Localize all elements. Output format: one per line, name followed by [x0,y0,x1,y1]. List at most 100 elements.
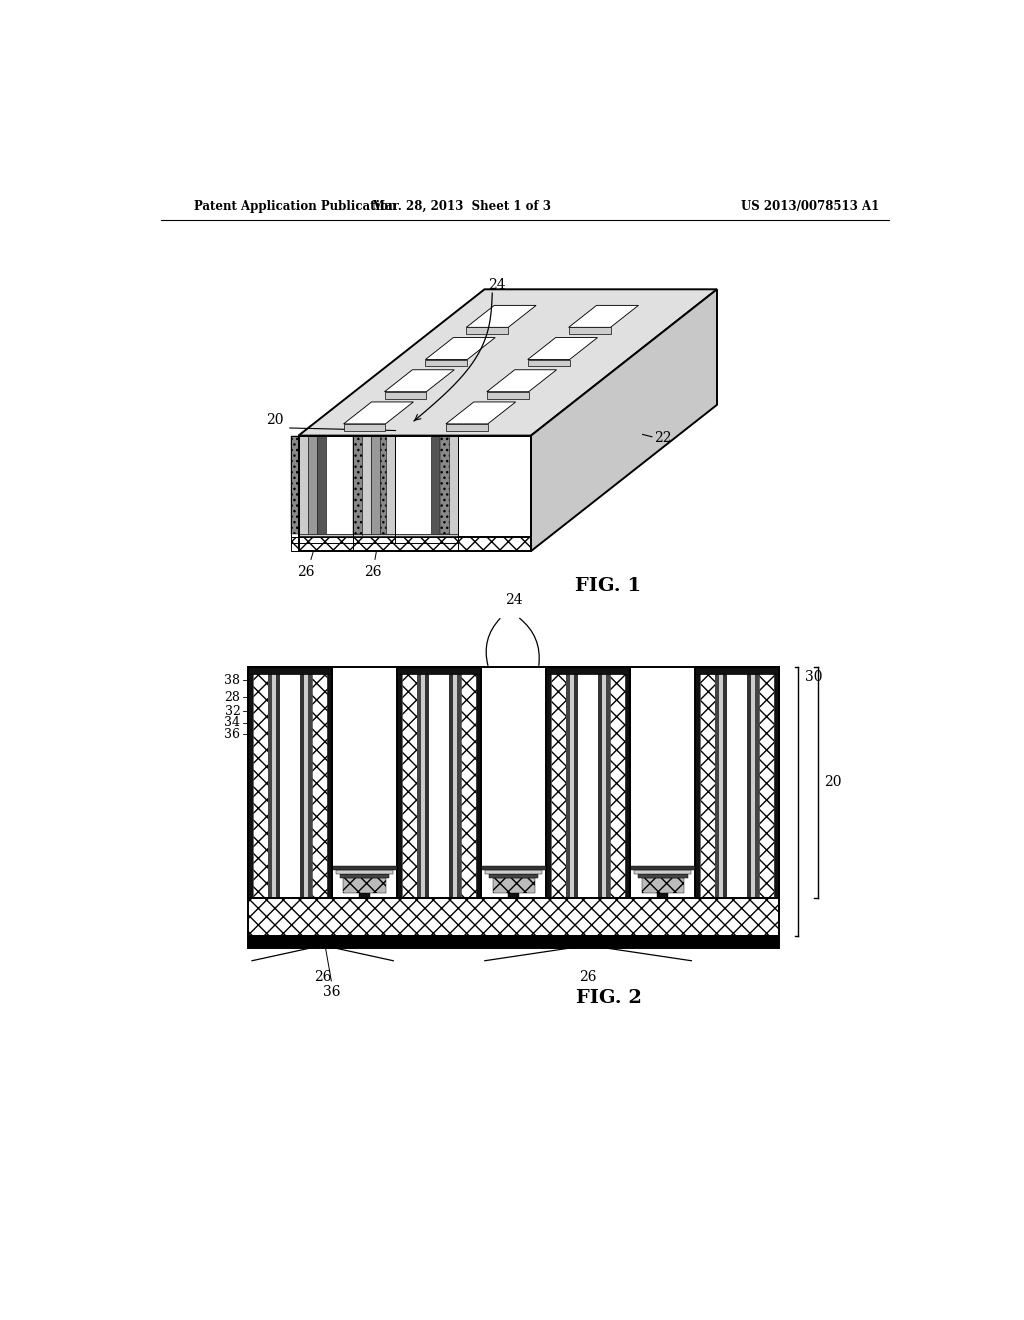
Text: 34: 34 [224,717,241,730]
Text: 36: 36 [324,985,341,999]
Bar [450,667,453,898]
Text: 20: 20 [824,775,842,789]
Text: FIG. 2: FIG. 2 [575,989,641,1007]
Text: 38: 38 [224,675,241,686]
Polygon shape [449,436,458,533]
Polygon shape [344,424,385,430]
Bar [280,667,300,898]
Bar [248,886,779,890]
Bar [429,667,450,898]
Bar [630,866,695,870]
Polygon shape [431,436,440,533]
Bar [484,870,543,874]
Polygon shape [377,436,386,533]
Bar [343,878,386,892]
Bar [727,667,748,898]
Bar [268,667,272,898]
Bar [253,667,268,898]
Polygon shape [425,338,496,359]
Polygon shape [291,537,395,552]
Bar [272,667,276,898]
Bar [248,667,779,898]
Bar [546,667,630,673]
Text: 36: 36 [224,727,241,741]
Bar [248,667,332,898]
Polygon shape [527,359,569,367]
Polygon shape [344,403,414,424]
Text: Mar. 28, 2013  Sheet 1 of 3: Mar. 28, 2013 Sheet 1 of 3 [372,199,551,213]
Text: 24: 24 [400,455,416,469]
Polygon shape [369,436,377,533]
Bar [626,667,630,898]
Bar [574,667,578,898]
Bar [546,667,630,898]
Bar [630,667,695,898]
Bar [397,667,481,898]
Bar [642,878,684,892]
Bar [606,667,610,898]
Text: FIG. 1: FIG. 1 [575,577,642,595]
Bar [453,667,457,898]
Bar [461,667,476,898]
Polygon shape [466,327,508,334]
Bar [401,667,418,898]
Bar [336,870,393,874]
Polygon shape [466,305,537,327]
Text: 28: 28 [224,690,241,704]
Bar [248,667,332,898]
Text: Patent Application Publication: Patent Application Publication [194,199,396,213]
Bar [248,667,253,898]
Bar [695,667,779,898]
Bar [300,667,304,898]
Text: 28: 28 [344,459,360,473]
Bar [397,667,401,898]
Bar [421,667,425,898]
Text: 24: 24 [505,593,522,607]
Polygon shape [362,533,458,536]
Bar [481,667,546,898]
Bar [598,667,602,898]
Bar [657,892,668,898]
Polygon shape [362,436,371,533]
Bar [248,866,779,871]
Polygon shape [380,436,389,533]
Bar [774,667,779,898]
Polygon shape [527,338,597,359]
Text: 26: 26 [365,565,382,578]
Bar [359,892,370,898]
Polygon shape [425,359,467,367]
Polygon shape [385,370,455,392]
Polygon shape [385,392,426,399]
Bar [481,866,546,870]
Polygon shape [308,533,386,536]
Bar [493,878,535,892]
Bar [276,667,280,898]
Polygon shape [531,289,717,552]
Bar [759,667,774,898]
Bar [397,667,481,898]
Polygon shape [380,436,431,533]
Bar [311,667,328,898]
Polygon shape [377,436,395,533]
Polygon shape [371,436,380,533]
Text: 28: 28 [347,465,364,478]
Text: 26: 26 [314,970,332,983]
Bar [570,667,574,898]
Bar [634,870,691,874]
Bar [695,667,700,898]
Bar [551,667,566,898]
Bar [332,667,397,898]
Bar [304,667,308,898]
Bar [578,667,598,898]
Polygon shape [317,436,369,533]
Polygon shape [445,403,516,424]
Bar [476,667,481,898]
Bar [248,936,779,948]
Text: 20: 20 [266,413,284,428]
Bar [248,667,332,673]
Polygon shape [371,533,449,536]
Bar [397,667,481,673]
Polygon shape [353,537,458,552]
Bar [418,667,421,898]
Polygon shape [299,537,531,552]
